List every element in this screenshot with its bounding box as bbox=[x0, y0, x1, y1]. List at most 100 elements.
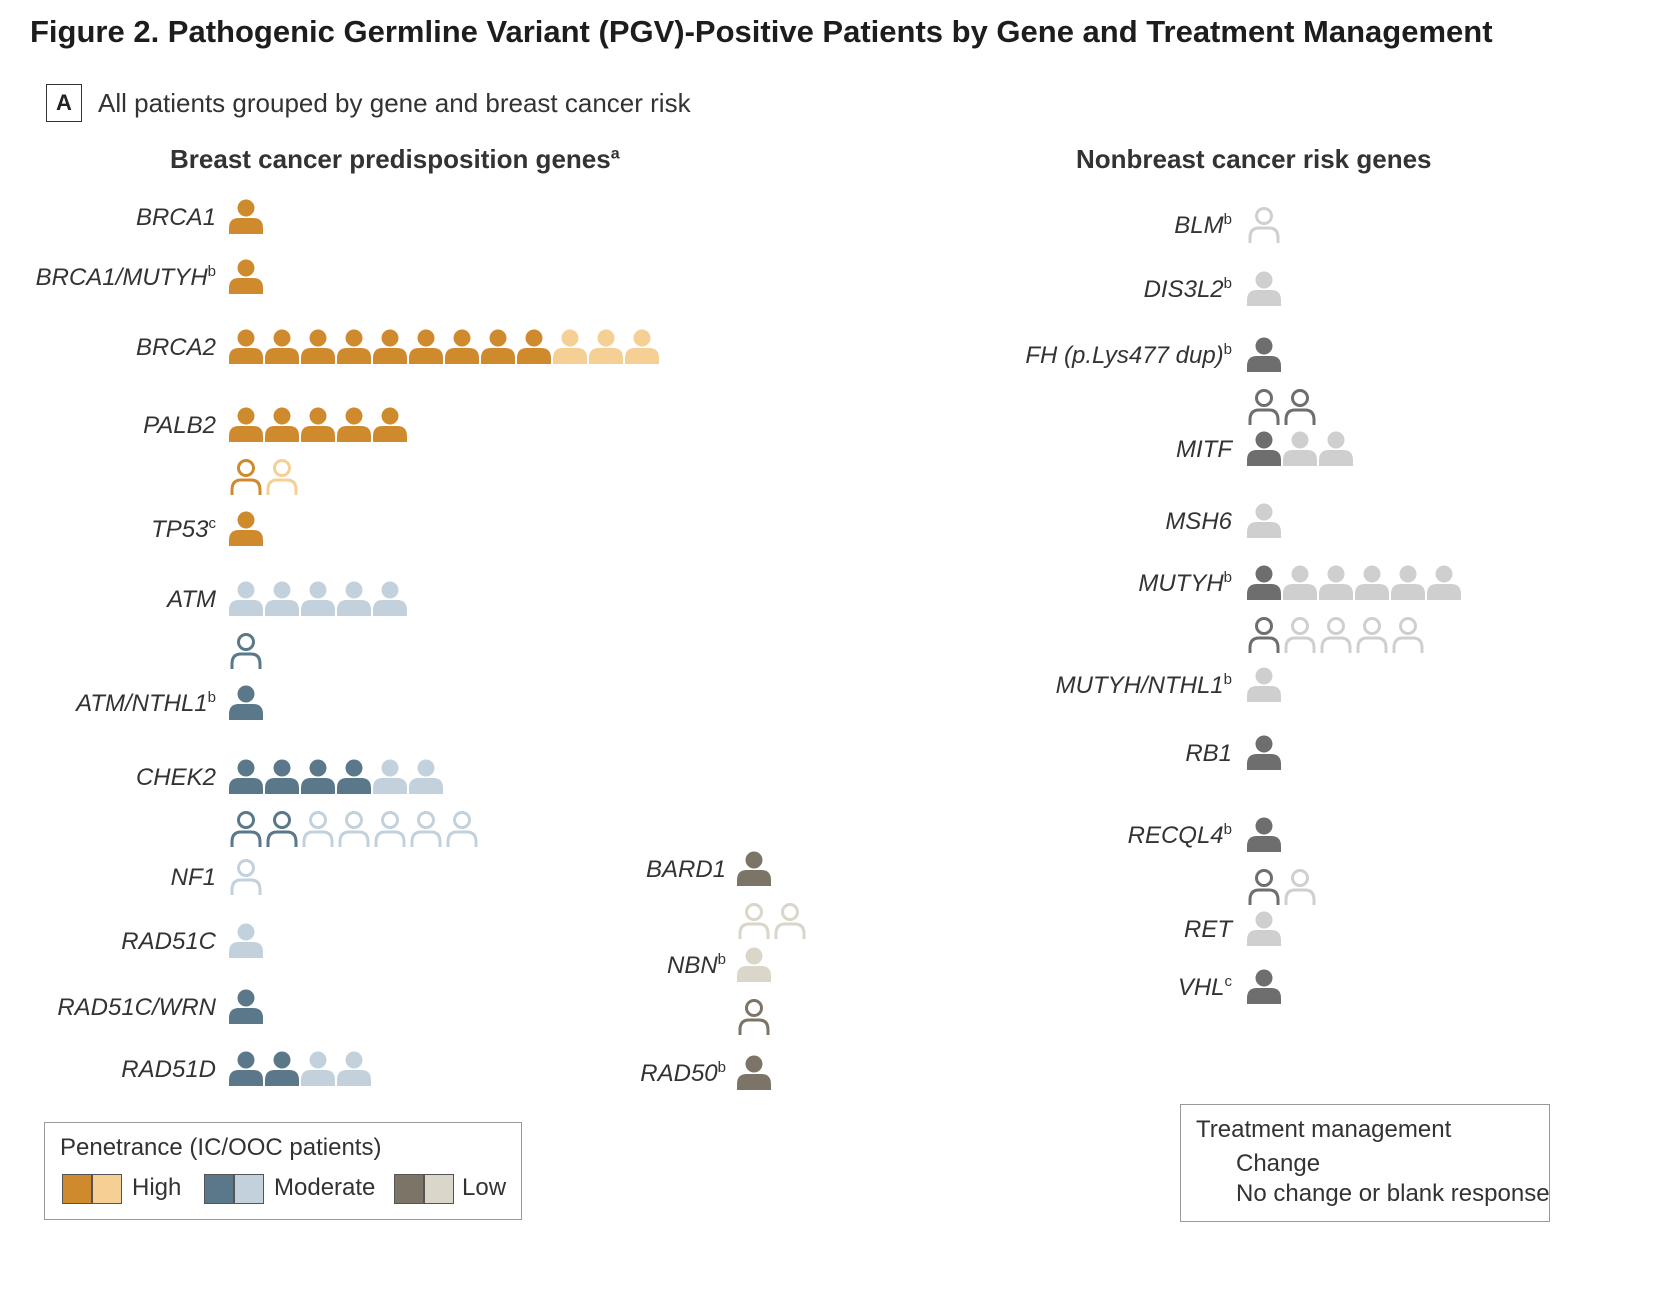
change-ooc-icon bbox=[229, 581, 263, 616]
change-ic-icon bbox=[265, 329, 299, 364]
change-ooc-icon bbox=[1391, 565, 1425, 600]
nochange-ooc-icon bbox=[302, 811, 334, 847]
nochange-ic-icon bbox=[1284, 389, 1316, 425]
gene-label: RB1 bbox=[932, 740, 1232, 768]
gene-label: BRCA1/MUTYHb bbox=[0, 264, 216, 292]
nochange-ooc-icon bbox=[374, 811, 406, 847]
change-ooc-icon bbox=[1247, 503, 1281, 538]
gene-name: RECQL4 bbox=[1127, 822, 1224, 849]
change-ic-icon bbox=[1247, 337, 1281, 372]
change-ic-icon bbox=[481, 329, 515, 364]
change-ooc-icon bbox=[337, 581, 371, 616]
gene-label: MITF bbox=[932, 436, 1232, 464]
gene-label: RAD51D bbox=[0, 1056, 216, 1084]
change-ic-icon bbox=[1247, 431, 1281, 466]
gene-sup: b bbox=[1223, 341, 1232, 358]
nochange-ooc-icon bbox=[338, 811, 370, 847]
change-ic-icon bbox=[301, 759, 335, 794]
nochange-ic-icon bbox=[738, 999, 770, 1035]
change-ic-icon bbox=[265, 1051, 299, 1086]
gene-label: MSH6 bbox=[932, 508, 1232, 536]
change-ic-icon bbox=[1247, 565, 1281, 600]
gene-name: BARD1 bbox=[645, 856, 726, 883]
swatch-low-ooc bbox=[424, 1174, 454, 1204]
change-ooc-icon bbox=[1247, 271, 1281, 306]
change-ooc-icon bbox=[1283, 565, 1317, 600]
swatch-low-ic bbox=[394, 1174, 424, 1204]
change-ic-icon bbox=[737, 1055, 771, 1090]
change-ic-icon bbox=[229, 1051, 263, 1086]
change-ooc-icon bbox=[373, 581, 407, 616]
panel-header: A All patients grouped by gene and breas… bbox=[46, 84, 691, 122]
change-ic-icon bbox=[1247, 817, 1281, 852]
gene-label: RAD51C/WRN bbox=[0, 994, 216, 1022]
nonbreast-group-heading: Nonbreast cancer risk genes bbox=[1076, 144, 1432, 174]
gene-label: BRCA2 bbox=[0, 334, 216, 362]
gene-name: CHEK2 bbox=[135, 764, 216, 791]
gene-name: BLM bbox=[1174, 212, 1224, 239]
legend-low-label: Low bbox=[462, 1174, 507, 1201]
penetrance-legend-title: Penetrance (IC/OOC patients) bbox=[60, 1134, 382, 1161]
gene-label: BRCA1 bbox=[0, 204, 216, 232]
gene-name: DIS3L2 bbox=[1143, 276, 1224, 303]
gene-name: NF1 bbox=[170, 864, 216, 891]
change-ic-icon bbox=[373, 407, 407, 442]
change-ooc-icon bbox=[625, 329, 659, 364]
figure-title: Figure 2. Pathogenic Germline Variant (P… bbox=[30, 14, 1493, 49]
swatch-high-ooc bbox=[92, 1174, 122, 1204]
change-ooc-icon bbox=[589, 329, 623, 364]
gene-name: TP53 bbox=[151, 516, 209, 543]
panel-letter: A bbox=[46, 84, 82, 122]
gene-sup: b bbox=[1223, 569, 1232, 586]
legend-moderate-label: Moderate bbox=[274, 1174, 376, 1201]
breast-group-heading: Breast cancer predisposition genesa bbox=[170, 144, 620, 175]
gene-label: NF1 bbox=[0, 864, 216, 892]
gene-sup: b bbox=[717, 1059, 726, 1076]
nochange-ooc-icon bbox=[1284, 617, 1316, 653]
gene-sup: b bbox=[1223, 211, 1232, 228]
gene-name: MUTYH bbox=[1138, 570, 1224, 597]
gene-label: RET bbox=[932, 916, 1232, 944]
nochange-ic-icon bbox=[266, 811, 298, 847]
gene-label: DIS3L2b bbox=[932, 276, 1232, 304]
change-ic-icon bbox=[229, 989, 263, 1024]
breast-group-sup: a bbox=[610, 145, 620, 163]
nochange-ic-icon bbox=[1248, 869, 1280, 905]
gene-name: NBN bbox=[666, 952, 718, 979]
nochange-ic-icon bbox=[1248, 389, 1280, 425]
gene-sup: b bbox=[207, 689, 216, 706]
change-ic-icon bbox=[301, 329, 335, 364]
change-ooc-icon bbox=[337, 1051, 371, 1086]
gene-name: RAD50 bbox=[640, 1060, 718, 1087]
change-ooc-icon bbox=[553, 329, 587, 364]
gene-label: BLMb bbox=[932, 212, 1232, 240]
gene-name: RAD51C/WRN bbox=[57, 994, 216, 1021]
change-ooc-icon bbox=[1283, 431, 1317, 466]
gene-name: RAD51C bbox=[121, 928, 216, 955]
gene-sup: b bbox=[1223, 275, 1232, 292]
gene-name: FH (p.Lys477 dup) bbox=[1025, 342, 1224, 369]
gene-name: BRCA1/MUTYH bbox=[35, 264, 208, 291]
nochange-ic-icon bbox=[230, 811, 262, 847]
management-legend-title: Treatment management bbox=[1196, 1116, 1452, 1143]
gene-sup: b bbox=[1223, 671, 1232, 688]
nochange-ooc-icon bbox=[446, 811, 478, 847]
swatch-moderate-ic bbox=[204, 1174, 234, 1204]
breast-group-label: Breast cancer predisposition genes bbox=[170, 144, 611, 174]
change-ic-icon bbox=[409, 329, 443, 364]
nochange-ooc-icon bbox=[774, 903, 806, 939]
gene-label: RECQL4b bbox=[932, 822, 1232, 850]
change-ic-icon bbox=[737, 851, 771, 886]
gene-label: BARD1 bbox=[426, 856, 726, 884]
gene-sup: b bbox=[717, 951, 726, 968]
nochange-ic-icon bbox=[230, 633, 262, 669]
change-ic-icon bbox=[229, 759, 263, 794]
change-ic-icon bbox=[229, 511, 263, 546]
gene-name: ATM/NTHL1 bbox=[76, 690, 208, 717]
gene-name: MUTYH/NTHL1 bbox=[1055, 672, 1224, 699]
gene-sup: c bbox=[1224, 973, 1233, 990]
change-ooc-icon bbox=[1247, 911, 1281, 946]
gene-sup: b bbox=[1223, 821, 1232, 838]
gene-label: VHLc bbox=[932, 974, 1232, 1002]
